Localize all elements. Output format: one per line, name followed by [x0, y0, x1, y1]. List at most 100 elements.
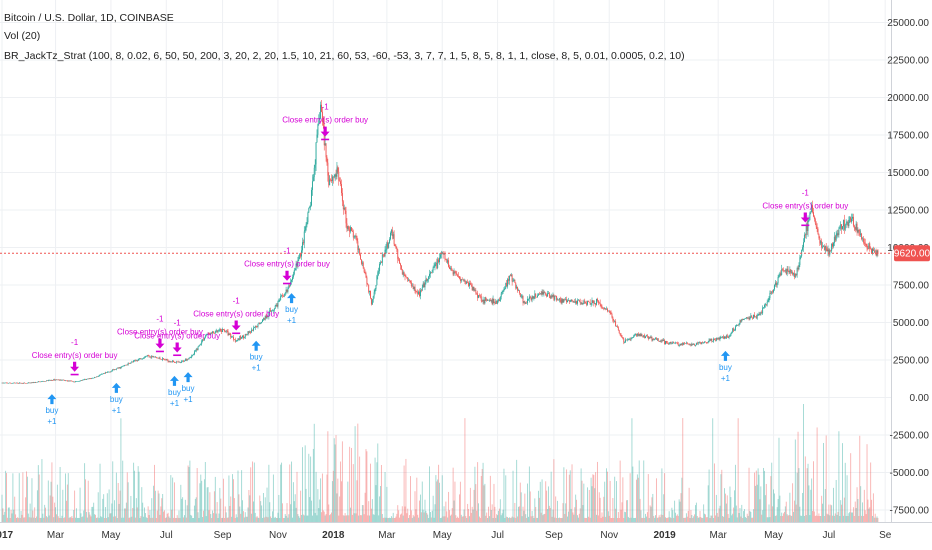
close-signal[interactable]: Close entry(s) order buy-1: [134, 318, 220, 357]
volume-bar: [156, 510, 158, 522]
candle-body: [504, 288, 506, 289]
buy-signal[interactable]: buy+1: [168, 375, 181, 408]
x-axis-ticks[interactable]: 2017MarMayJulSepNov2018MarMayJulSepNov20…: [0, 530, 892, 541]
buy-signal[interactable]: buy+1: [250, 340, 263, 373]
candle-body: [163, 358, 165, 360]
volume-bar: [673, 517, 675, 522]
candle-body: [90, 378, 92, 380]
volume-bar: [545, 481, 547, 522]
volume-bar: [694, 514, 696, 522]
candle-body: [587, 301, 588, 305]
volume-bar: [751, 517, 753, 522]
candle-body: [586, 303, 588, 305]
volume-bar: [558, 517, 560, 522]
volume-bar: [199, 483, 201, 522]
volume-bar: [793, 511, 794, 522]
volume-bar: [539, 481, 541, 522]
volume-bar: [162, 494, 164, 522]
strategy-indicator-label[interactable]: BR_JackTz_Strat (100, 8, 0.02, 6, 50, 50…: [4, 50, 685, 62]
candle-body: [542, 291, 544, 295]
volume-bar: [626, 500, 628, 522]
candle-body: [191, 355, 193, 358]
candle-body: [567, 300, 568, 303]
volume-bar: [718, 508, 720, 522]
candle-body: [461, 279, 463, 280]
candle-body: [304, 229, 306, 232]
volume-bar: [431, 510, 433, 522]
volume-bar: [851, 512, 853, 522]
volume-indicator-label[interactable]: Vol (20): [4, 30, 41, 42]
candle-body: [280, 296, 282, 301]
candle-body: [797, 268, 799, 270]
close-signal[interactable]: Close entry(s) order buy-1: [32, 338, 118, 376]
volume-bar: [588, 489, 590, 522]
candle-body: [831, 243, 833, 252]
buy-signal[interactable]: buy+1: [45, 394, 58, 426]
candle-body: [628, 339, 630, 340]
volume-bar: [488, 516, 490, 522]
candle-body: [669, 342, 671, 344]
volume-bar: [453, 500, 455, 522]
candle-body: [691, 343, 693, 346]
volume-bar: [481, 468, 483, 522]
candle-body: [424, 283, 426, 288]
volume-bar: [603, 496, 605, 522]
volume-bar: [254, 512, 256, 522]
volume-bar: [107, 517, 109, 522]
volume-bar: [46, 517, 48, 522]
volume-bar: [749, 511, 751, 522]
candle-body: [227, 330, 229, 336]
x-tick-label: May: [764, 530, 783, 541]
volume-bar: [609, 480, 611, 522]
candle-body: [161, 359, 163, 360]
candle-body: [21, 383, 23, 384]
volume-bar: [528, 516, 529, 522]
volume-bar: [839, 515, 841, 522]
close-signal[interactable]: Close entry(s) order buy-1: [282, 103, 368, 141]
volume-bar: [846, 475, 848, 522]
candle-body: [125, 364, 127, 366]
volume-bar: [164, 517, 166, 522]
volume-bar: [348, 515, 350, 522]
candle-body: [561, 299, 563, 304]
volume-bar: [321, 512, 322, 522]
volume-bar: [437, 479, 439, 522]
buy-signal[interactable]: buy+1: [719, 350, 732, 383]
candle-body: [509, 275, 511, 277]
candle-body: [843, 219, 845, 230]
close-signal[interactable]: Close entry(s) order buy-1: [762, 189, 848, 227]
candle-body: [446, 259, 448, 263]
volume-bar: [282, 518, 284, 522]
volume-bar: [36, 516, 37, 522]
buy-signal[interactable]: buy+1: [285, 293, 298, 325]
symbol-title[interactable]: Bitcoin / U.S. Dollar, 1D, COINBASE: [4, 12, 174, 24]
volume-bar: [435, 475, 437, 522]
volume-bar: [276, 517, 278, 522]
candle-body: [75, 381, 76, 382]
candle-body: [209, 333, 211, 335]
buy-signal[interactable]: buy+1: [182, 372, 195, 404]
candle-body: [465, 281, 467, 284]
candle-body: [255, 326, 257, 327]
candle-body: [438, 259, 440, 263]
close-signal[interactable]: Close entry(s) order buy-1: [193, 297, 279, 335]
volume-bar: [324, 515, 326, 522]
sell-arrow-icon: [155, 338, 165, 349]
candle-body: [496, 300, 498, 304]
close-signal[interactable]: Close entry(s) order buy-1: [244, 247, 330, 285]
volume-bar: [664, 473, 666, 522]
volume-bar: [765, 483, 767, 522]
buy-signal[interactable]: buy+1: [110, 382, 123, 415]
candle-body: [714, 339, 716, 341]
volume-bar: [809, 515, 811, 522]
volume-bar: [106, 493, 108, 522]
candle-body: [70, 380, 72, 382]
y-axis-ticks[interactable]: 25000.0022500.0020000.0017500.0015000.00…: [887, 18, 929, 517]
close-signal[interactable]: Close entry(s) order buy-1: [117, 315, 203, 353]
candle-body: [846, 222, 848, 223]
candle-body: [484, 297, 486, 304]
volume-bar: [787, 515, 789, 522]
candle-body: [382, 254, 384, 256]
volume-bar: [772, 506, 774, 522]
